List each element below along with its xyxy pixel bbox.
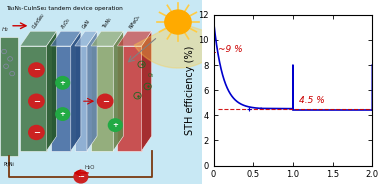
Bar bbox=[91, 46, 113, 151]
Text: +: + bbox=[112, 122, 118, 128]
Polygon shape bbox=[71, 31, 81, 151]
Polygon shape bbox=[87, 31, 97, 151]
Text: CuInSe₂: CuInSe₂ bbox=[31, 12, 46, 29]
Text: 4.5 %: 4.5 % bbox=[299, 96, 325, 105]
Text: ~9 %: ~9 % bbox=[218, 45, 243, 54]
Bar bbox=[51, 46, 71, 151]
Circle shape bbox=[29, 125, 44, 139]
Text: Pt/Ni: Pt/Ni bbox=[4, 162, 14, 167]
Text: H₂O: H₂O bbox=[85, 165, 95, 170]
Text: O₂: O₂ bbox=[148, 73, 154, 78]
Circle shape bbox=[56, 77, 70, 89]
Text: −: − bbox=[33, 66, 40, 74]
Circle shape bbox=[29, 94, 44, 108]
Polygon shape bbox=[20, 31, 57, 46]
Text: NiFeOₓ: NiFeOₓ bbox=[128, 14, 141, 29]
Text: −: − bbox=[102, 97, 108, 106]
Text: GaN: GaN bbox=[81, 18, 91, 29]
Text: Al₂O₃: Al₂O₃ bbox=[60, 17, 71, 29]
Circle shape bbox=[56, 108, 70, 120]
Bar bbox=[20, 46, 46, 151]
Bar bbox=[75, 46, 87, 151]
Text: −: − bbox=[33, 97, 40, 106]
Polygon shape bbox=[141, 31, 152, 151]
Text: H₂: H₂ bbox=[2, 27, 9, 32]
Text: −: − bbox=[77, 172, 84, 181]
Bar bbox=[117, 46, 141, 151]
Text: Ta₃N₅: Ta₃N₅ bbox=[102, 17, 113, 29]
Circle shape bbox=[108, 119, 122, 131]
Y-axis label: STH efficiency (%): STH efficiency (%) bbox=[186, 45, 195, 135]
Bar bbox=[0, 37, 18, 156]
Polygon shape bbox=[75, 31, 97, 46]
Polygon shape bbox=[91, 31, 123, 46]
Circle shape bbox=[98, 94, 113, 108]
Polygon shape bbox=[113, 31, 123, 151]
Text: +: + bbox=[60, 111, 66, 117]
Circle shape bbox=[74, 170, 88, 183]
Text: Ta₃N₅-CuInSe₂ tandem device operation: Ta₃N₅-CuInSe₂ tandem device operation bbox=[6, 6, 123, 10]
Circle shape bbox=[29, 63, 44, 77]
Polygon shape bbox=[46, 31, 57, 151]
Polygon shape bbox=[51, 31, 81, 46]
Text: −: − bbox=[33, 128, 40, 137]
Polygon shape bbox=[117, 31, 152, 46]
Text: +: + bbox=[60, 80, 66, 86]
Circle shape bbox=[165, 10, 191, 34]
Polygon shape bbox=[134, 22, 225, 68]
